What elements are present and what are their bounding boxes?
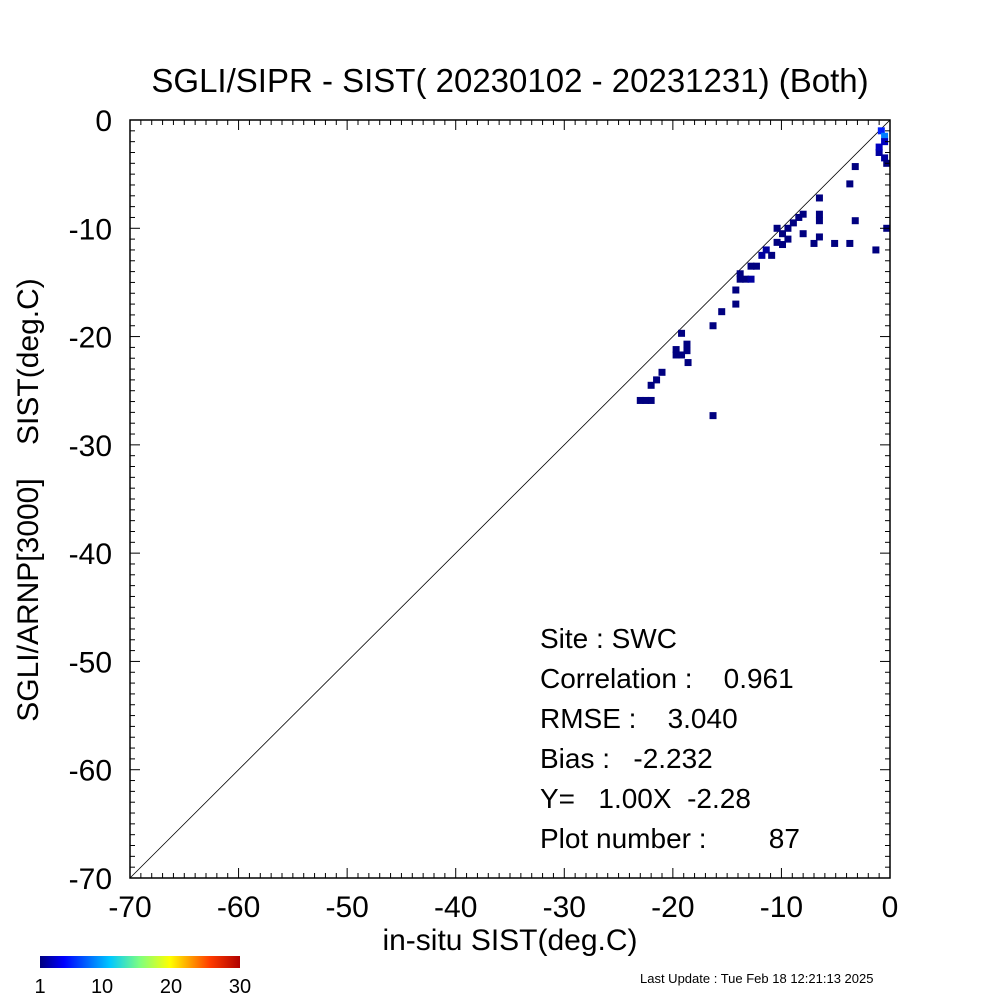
data-cell (709, 412, 717, 420)
data-cell (678, 329, 686, 337)
data-cell (815, 210, 823, 218)
colorbar-tick-label: 30 (229, 976, 251, 998)
data-cell (647, 396, 655, 404)
x-tick-label: -30 (543, 891, 586, 924)
data-cell (758, 251, 766, 259)
y-tick-label: 0 (95, 105, 112, 138)
data-cell (773, 224, 781, 232)
data-cell (815, 194, 823, 202)
x-tick-label: -20 (651, 891, 694, 924)
data-cell (762, 246, 770, 254)
x-axis-label: in-situ SIST(deg.C) (382, 924, 637, 957)
data-cell (881, 154, 889, 162)
data-cell (642, 396, 650, 404)
data-cell (872, 246, 880, 254)
colorbar (40, 956, 240, 968)
data-cell (779, 230, 787, 238)
stats-bias: Bias : -2.232 (540, 743, 713, 774)
stats-rmse: RMSE : 3.040 (540, 703, 738, 734)
data-cell (851, 163, 859, 171)
data-cell (718, 308, 726, 316)
points-group (636, 127, 891, 420)
y-tick-label: -20 (69, 322, 112, 355)
stats-site: Site : SWC (540, 623, 677, 654)
y-tick-label: -30 (69, 430, 112, 463)
x-tick-label: -70 (108, 891, 151, 924)
data-cell (678, 351, 686, 359)
data-cell (672, 351, 680, 359)
data-cell (779, 241, 787, 249)
x-tick-label: -10 (760, 891, 803, 924)
x-tick-label: -60 (217, 891, 260, 924)
stats-fit: Y= 1.00X -2.28 (540, 783, 751, 814)
data-cell (709, 322, 717, 330)
data-cell (846, 180, 854, 188)
data-cell (672, 346, 680, 354)
data-cell (773, 238, 781, 246)
data-cell (846, 239, 854, 247)
data-cell (881, 132, 889, 140)
last-update-text: Last Update : Tue Feb 18 12:21:13 2025 (640, 971, 874, 986)
data-cell (747, 275, 755, 283)
chart-title: SGLI/SIPR - SIST( 20230102 - 20231231) (… (151, 62, 868, 99)
data-cell (799, 210, 807, 218)
axis-ticks (129, 119, 891, 879)
y-tick-label: -60 (69, 755, 112, 788)
data-cell (752, 262, 760, 270)
y-tick-label: -50 (69, 646, 112, 679)
data-cell (881, 138, 889, 146)
data-cell (732, 300, 740, 308)
data-cell (877, 127, 885, 135)
data-cell (736, 270, 744, 278)
data-cell (747, 262, 755, 270)
data-cell (784, 235, 792, 243)
one-to-one-line (129, 119, 891, 879)
stats-correlation: Correlation : 0.961 (540, 663, 794, 694)
data-cell (875, 148, 883, 156)
colorbar-tick-label: 20 (160, 976, 182, 998)
x-tick-label: 0 (882, 891, 899, 924)
data-cell (684, 359, 692, 367)
data-cell (799, 230, 807, 238)
data-cell (636, 396, 644, 404)
data-cell (784, 224, 792, 232)
stats-box: Site : SWC Correlation : 0.961 RMSE : 3.… (540, 623, 800, 854)
reference-line-group (129, 119, 891, 879)
x-tick-label: -50 (325, 891, 368, 924)
data-cell (810, 239, 818, 247)
data-cell (653, 376, 661, 384)
colorbar-tick-label: 10 (91, 976, 113, 998)
data-cell (815, 217, 823, 225)
data-cell (732, 286, 740, 294)
data-cell (875, 143, 883, 151)
data-cell (789, 219, 797, 227)
y-tick-label: -70 (69, 863, 112, 896)
data-cell (742, 275, 750, 283)
data-cell (647, 381, 655, 389)
y-tick-label: -10 (69, 213, 112, 246)
colorbar-tick-label: 1 (34, 976, 45, 998)
data-cell (815, 233, 823, 241)
data-cell (683, 340, 691, 348)
data-cell (683, 347, 691, 355)
data-cell (851, 217, 859, 225)
x-tick-labels: -70 -60 -50 -40 -30 -20 -10 0 (108, 891, 898, 924)
data-cell (658, 368, 666, 376)
y-tick-labels: -70 -60 -50 -40 -30 -20 -10 0 (69, 105, 112, 896)
y-tick-label: -40 (69, 538, 112, 571)
data-cell (768, 251, 776, 259)
data-cell (795, 213, 803, 221)
stats-plot-number: Plot number : 87 (540, 823, 800, 854)
y-axis-label: SGLI/ARNP[3000] SIST(deg.C) (12, 278, 45, 722)
data-cell (736, 275, 744, 283)
x-tick-label: -40 (434, 891, 477, 924)
colorbar-labels: 1 10 20 30 (34, 976, 251, 998)
plot-frame (129, 119, 891, 879)
data-cell (831, 239, 839, 247)
